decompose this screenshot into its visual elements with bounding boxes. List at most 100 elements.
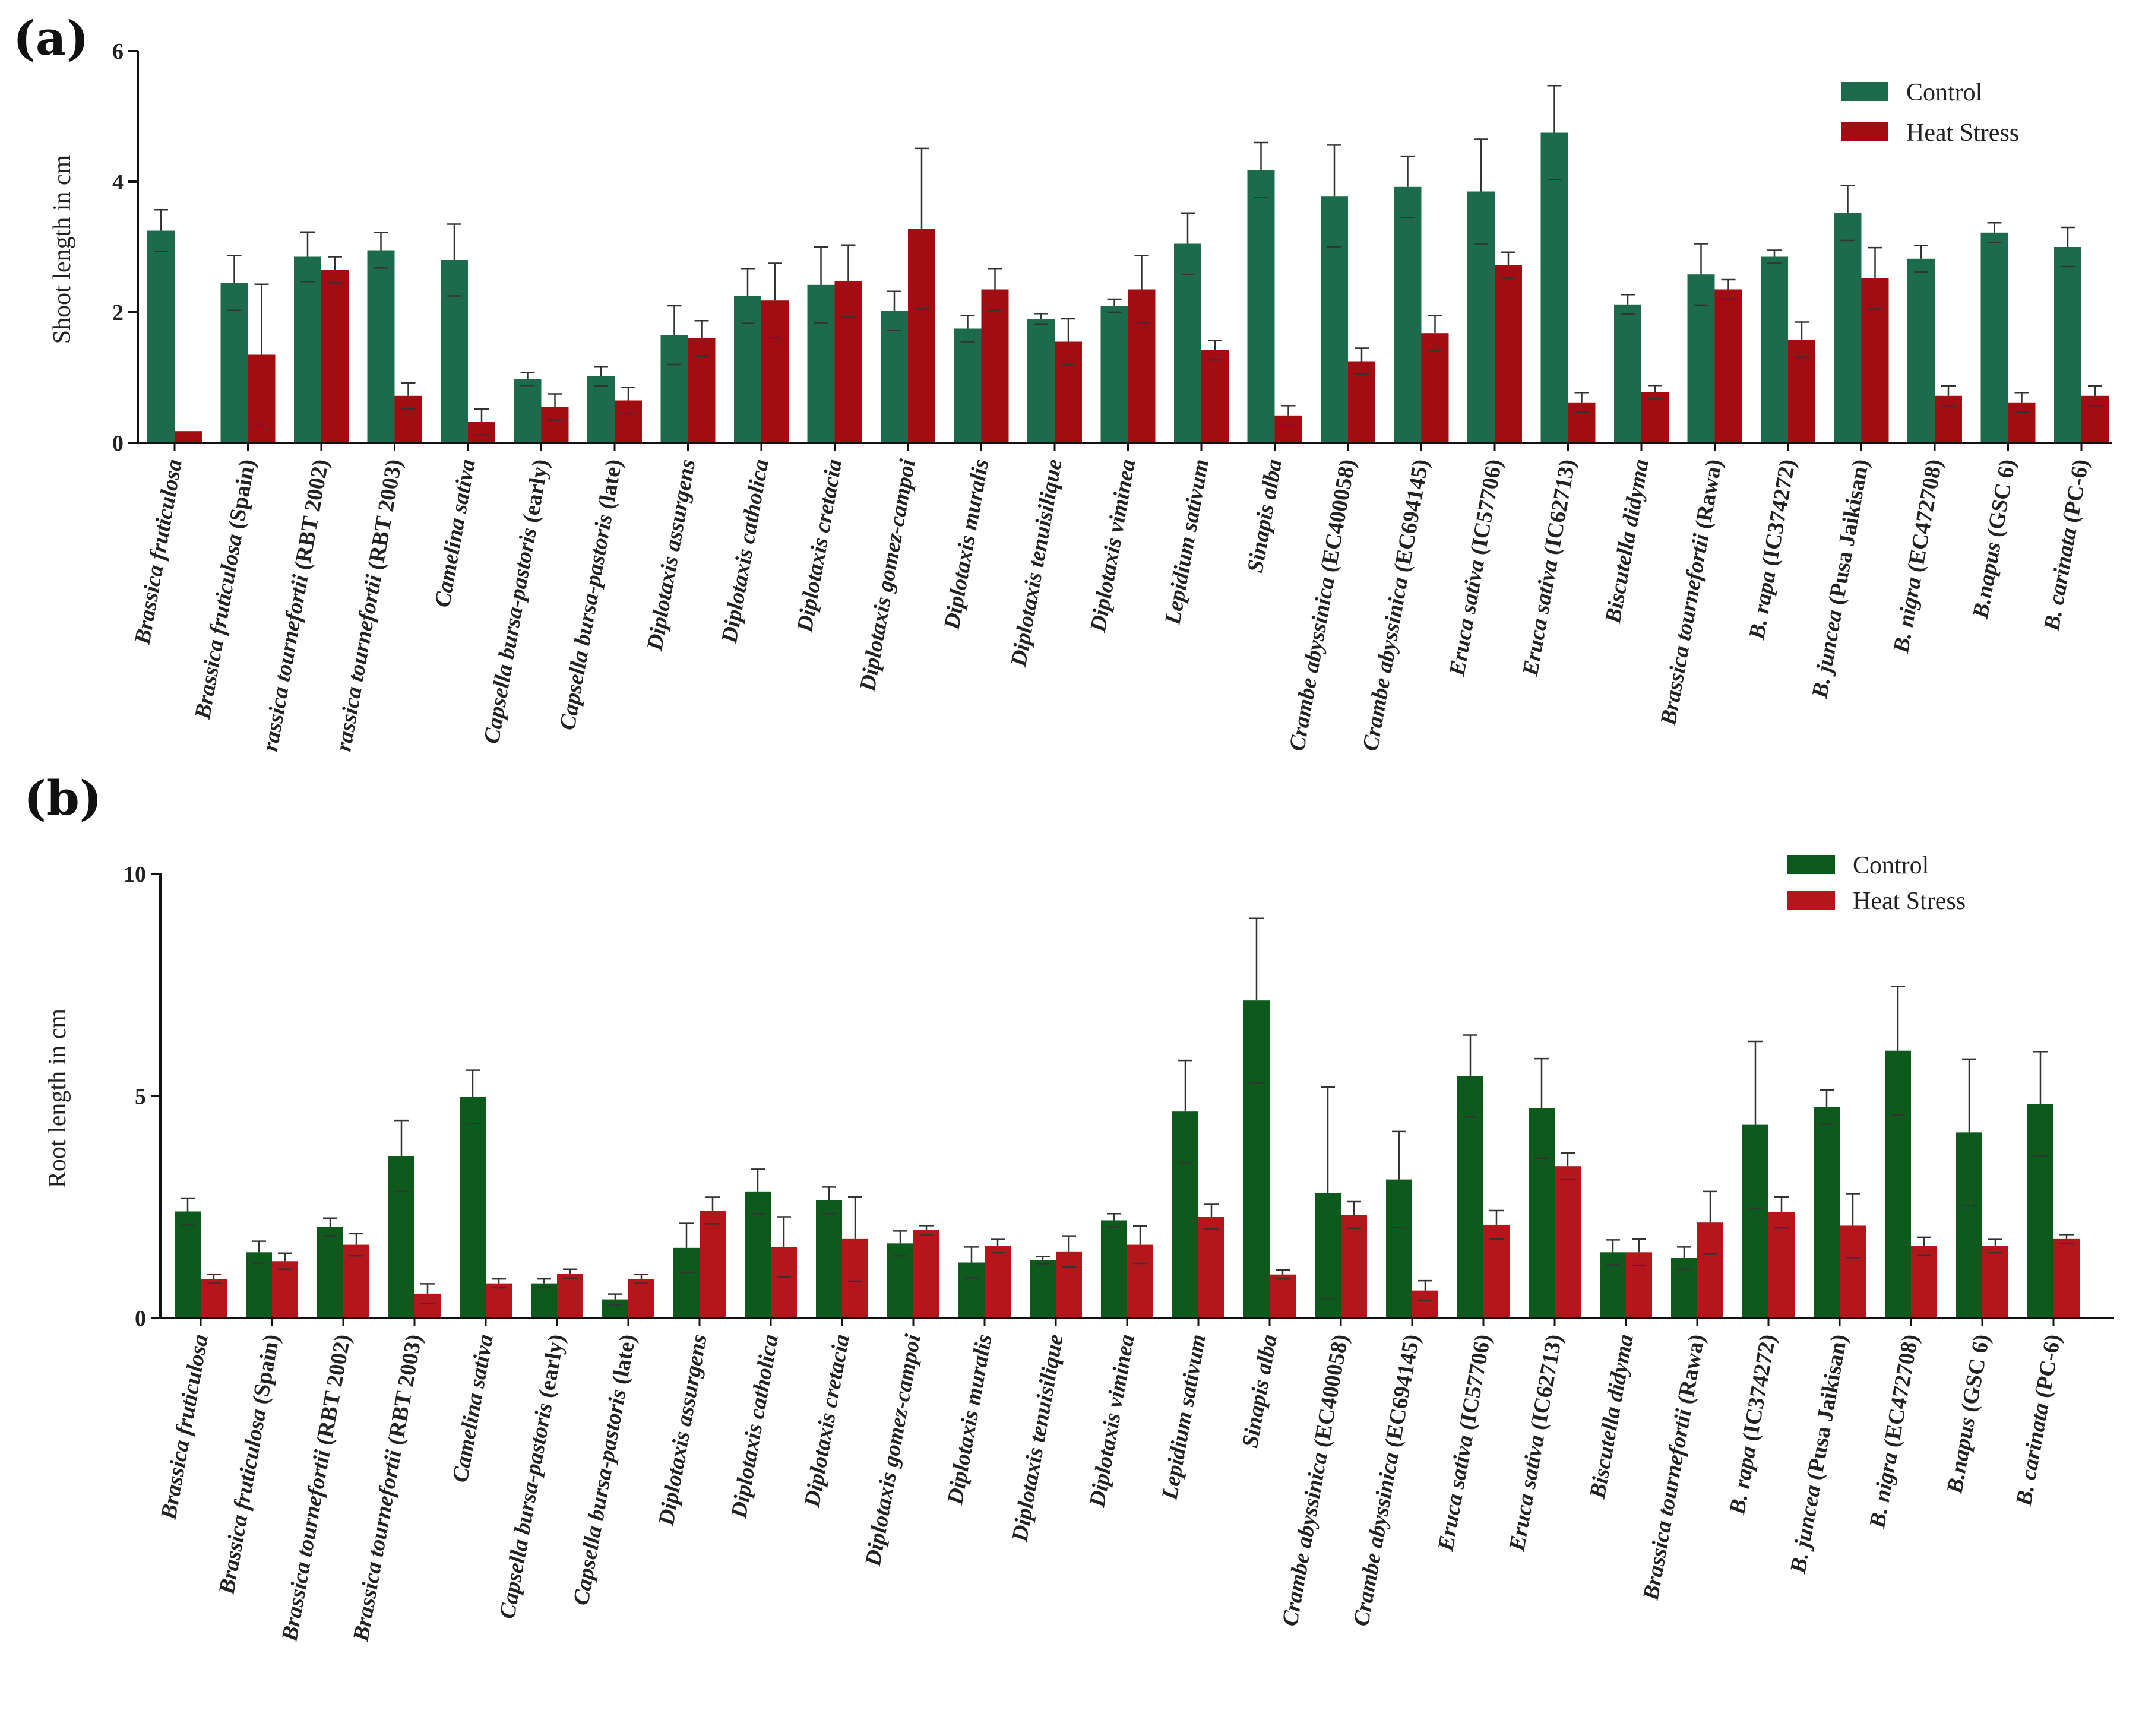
panel-b-ylabel: Root length in cm [44, 1009, 71, 1188]
b-control-bar [1030, 1260, 1056, 1318]
a-control-bar [2054, 247, 2081, 443]
b-category-label: B.napus (GSC 6) [1942, 1332, 1995, 1496]
b-y-tick-label: 10 [124, 862, 146, 887]
a-category-label: rassica tournefortii (RBT 2003) [331, 457, 407, 753]
a-control-bar [294, 256, 321, 443]
b-heat-bar [1982, 1246, 2008, 1318]
a-control-bar [1687, 274, 1715, 443]
a-category-label: Lepidium sativum [1160, 457, 1213, 627]
b-heat-bar [700, 1210, 726, 1318]
a-category-label: Eruca sativa (IC57706) [1444, 457, 1507, 678]
a-control-bar [881, 311, 908, 443]
b-control-bar [816, 1200, 842, 1318]
b-category-label: Diplotaxis cretacia [799, 1332, 855, 1509]
b-category-label: Capsella bursa-pastoris (early) [495, 1332, 569, 1620]
a-control-bar [1394, 186, 1422, 443]
a-heat-bar [1935, 395, 1962, 443]
b-category-label: Crambe abyssinica (EC694145) [1349, 1332, 1425, 1628]
a-control-bar [1027, 319, 1055, 443]
a-control-bar [1540, 132, 1568, 443]
b-heat-bar [1483, 1224, 1510, 1318]
a-heat-bar [1201, 350, 1229, 443]
b-control-bar [1529, 1108, 1555, 1318]
a-heat-bar [175, 431, 202, 443]
panel-b: (b) Root length in cm 0 5 10 Brassica frut… [24, 770, 2114, 1644]
legend-b-heat-label: Heat Stress [1853, 888, 1966, 915]
a-category-label: Brassica fruticulosa (Spain) [190, 457, 261, 721]
b-heat-bar [414, 1293, 441, 1318]
b-category-label: Sinapis alba [1238, 1332, 1282, 1450]
b-control-bar [1814, 1107, 1840, 1318]
panel-b-label: (b) [24, 770, 102, 826]
b-category-label: Diplotaxis viminea [1084, 1332, 1140, 1509]
a-y-tick-label: 4 [112, 170, 124, 195]
a-control-bar [1247, 170, 1275, 443]
a-control-bar [514, 379, 542, 443]
b-control-bar [460, 1097, 486, 1318]
a-heat-bar [1788, 340, 1815, 443]
b-heat-bar [343, 1244, 369, 1318]
b-category-label: Lepidium sativum [1157, 1332, 1210, 1502]
legend-a-heat-label: Heat Stress [1906, 119, 2019, 147]
a-heat-bar [1714, 289, 1742, 443]
a-heat-bar [1495, 265, 1522, 443]
b-category-label: B. rapa (IC374272) [1725, 1332, 1781, 1517]
a-category-label: Capsella bursa-pastoris (early) [479, 457, 554, 745]
a-heat-bar [981, 289, 1009, 443]
a-category-label: Eruca sativa (IC62713) [1518, 457, 1581, 678]
a-heat-bar [2008, 402, 2036, 443]
panel-a: (a) Shoot length in cm 0 2 4 6 Brassica fru… [13, 10, 2112, 753]
b-control-bar [602, 1299, 628, 1318]
a-category-label: Diplotaxis catholica [717, 457, 774, 645]
b-y-tick-label: 5 [135, 1084, 146, 1109]
a-category-label: Brassica tournefortii (Rawa) [1656, 457, 1727, 727]
b-control-bar [745, 1191, 771, 1318]
b-heat-bar [1270, 1274, 1296, 1318]
a-control-bar [1174, 243, 1201, 443]
a-heat-bar [1861, 278, 1889, 443]
legend-a-heat-swatch [1841, 122, 1888, 141]
a-category-label: Crambe abyssinica (EC400058) [1284, 457, 1360, 753]
b-heat-bar [1911, 1246, 1937, 1318]
b-category-label: B. nigra (EC472708) [1865, 1332, 1923, 1531]
a-heat-bar [321, 270, 349, 443]
b-control-bar [1457, 1076, 1483, 1318]
b-heat-bar [628, 1279, 654, 1318]
a-category-label: Diplotaxis tenuisilique [1006, 457, 1067, 669]
a-control-bar [1907, 258, 1935, 443]
a-heat-bar [761, 300, 789, 443]
b-heat-bar [1341, 1215, 1367, 1318]
a-category-label: Sinapis alba [1242, 457, 1287, 575]
a-control-bar [954, 328, 982, 443]
a-control-bar [587, 376, 615, 443]
b-control-bar [175, 1211, 201, 1318]
panel-a-legend: Control Heat Stress [1841, 79, 2019, 147]
a-control-bar [1100, 306, 1128, 443]
a-control-bar [1980, 232, 2008, 443]
b-control-bar [1172, 1111, 1198, 1318]
legend-b-control-swatch [1787, 855, 1835, 874]
b-category-label: B. carinata (PC-6) [2011, 1332, 2066, 1508]
a-control-bar [734, 296, 761, 443]
b-category-label: Brassica tournefortii (RBT 2002) [277, 1332, 356, 1643]
a-category-label: B. nigra (EC472708) [1888, 457, 1947, 655]
b-category-label: Capsella bursa-pastoris (late) [568, 1332, 641, 1607]
legend-b-control-label: Control [1853, 852, 1929, 879]
b-category-label: Camelina sativa [448, 1332, 498, 1484]
a-control-bar [660, 335, 688, 443]
legend-a-control-label: Control [1906, 79, 1982, 106]
a-heat-bar [688, 338, 716, 443]
b-heat-bar [913, 1230, 939, 1318]
b-control-bar [1742, 1124, 1768, 1318]
a-heat-bar [1348, 361, 1375, 443]
b-category-label: Eruca sativa (IC57706) [1433, 1332, 1496, 1553]
b-heat-bar [771, 1247, 797, 1318]
b-heat-bar [1127, 1244, 1153, 1318]
a-heat-bar [1641, 392, 1669, 443]
a-heat-bar [1568, 402, 1596, 443]
a-y-tick-label: 6 [112, 39, 124, 64]
a-category-label: B. rapa (IC374272) [1744, 457, 1801, 642]
b-category-label: Brassica tournefortii (RBT 2003) [348, 1332, 427, 1643]
b-heat-bar [1697, 1222, 1723, 1318]
